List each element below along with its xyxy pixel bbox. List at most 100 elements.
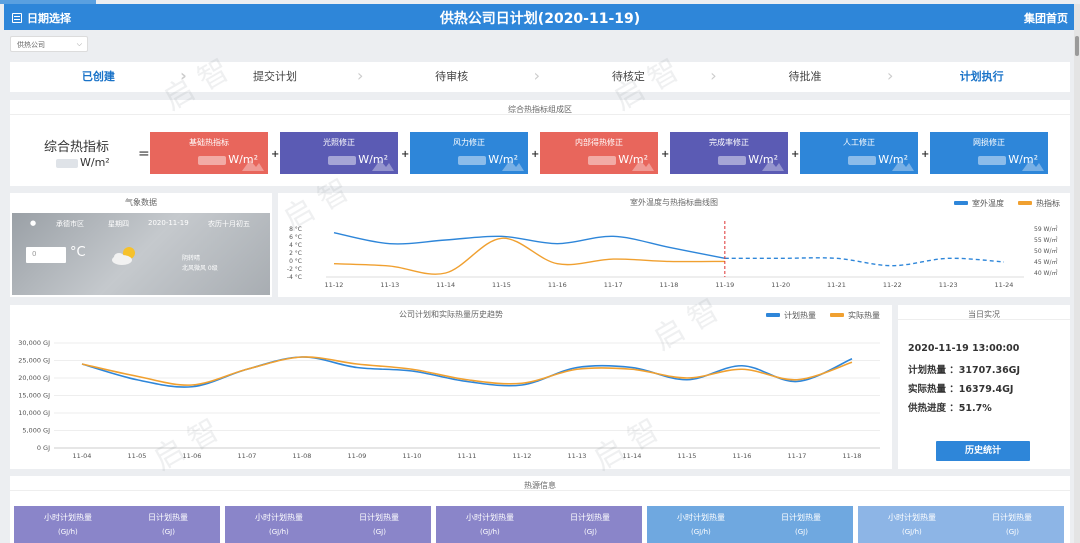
step-label: 待批准 xyxy=(788,70,822,83)
unit-label: W/m² xyxy=(80,156,110,169)
panel-title: 当日实况 xyxy=(968,310,1000,319)
step-execute[interactable]: 计划执行 xyxy=(893,62,1070,92)
x-tick-label: 11-06 xyxy=(183,452,202,460)
heat-source-card[interactable]: 小时计划热量 日计划热量 (GJ/h) (GJ) xyxy=(14,506,220,543)
decoration-icon xyxy=(632,160,654,171)
heat-source-a: 小时计划热量 xyxy=(44,513,92,522)
step-label: 待审核 xyxy=(435,70,469,83)
equals-sign: = xyxy=(138,146,150,162)
chevron-right-icon: › xyxy=(710,66,717,85)
y-left-tick-label: 6 °C xyxy=(289,234,302,241)
heat-source-b: 日计划热量 xyxy=(781,513,821,522)
heat-source-b: 日计划热量 xyxy=(992,513,1032,522)
temp-legend-label[interactable]: 热指标 xyxy=(1036,198,1060,208)
heat-source-b: 日计划热量 xyxy=(148,513,188,522)
index-card-value: W/m² xyxy=(588,153,648,166)
unit-label: W/m² xyxy=(358,153,388,166)
heat-source-u1: (GJ/h) xyxy=(691,528,711,536)
page-title: 供热公司日计划(2020-11-19) xyxy=(439,11,641,27)
y-left-tick-label: 0 °C xyxy=(289,258,302,265)
x-tick-label: 11-23 xyxy=(939,281,958,289)
decoration-icon xyxy=(372,160,394,171)
step-label: 已创建 xyxy=(81,70,115,83)
step-pending-verify[interactable]: 待核定 › xyxy=(540,62,717,92)
index-card-title: 风力修正 xyxy=(453,138,485,147)
index-card: 风力修正 W/m² xyxy=(410,132,528,174)
temp-legend-swatch xyxy=(954,201,968,205)
date-select-button[interactable]: 日期选择 xyxy=(12,10,71,26)
index-card: 完成率修正 W/m² xyxy=(670,132,788,174)
x-tick-label: 11-05 xyxy=(128,452,147,460)
x-tick-label: 11-16 xyxy=(548,281,567,289)
temperature-chart-panel: 室外温度与热指标曲线图 8 °C 6 °C 4 °C 2 °C 0 °C -2 °C -4 … xyxy=(278,193,1070,297)
location-pin-icon: ● xyxy=(30,219,37,227)
step-created[interactable]: 已创建 › xyxy=(10,62,187,92)
heat-source-b: 日计划热量 xyxy=(570,513,610,522)
hist-legend-label[interactable]: 实际热量 xyxy=(848,310,880,320)
heat-source-u1: (GJ/h) xyxy=(480,528,500,536)
step-label: 提交计划 xyxy=(253,70,297,83)
x-tick-label: 11-24 xyxy=(995,281,1014,289)
temperature-chart: 8 °C6 °C4 °C2 °C0 °C-2 °C-4 °C 59 W/㎡ 55 W… xyxy=(287,198,1060,289)
history-stats-button[interactable]: 历史统计 xyxy=(936,441,1030,461)
index-card-value: W/m² xyxy=(848,153,908,166)
index-card-title: 基础热指标 xyxy=(189,138,229,147)
plus-sign: + xyxy=(531,149,540,160)
x-tick-label: 11-21 xyxy=(827,281,846,289)
step-pending-review[interactable]: 待审核 › xyxy=(363,62,540,92)
today-panel: 当日实况 2020-11-19 13:00:00 计划热量 ：31707.36G… xyxy=(898,305,1070,469)
heat-source-b: 日计划热量 xyxy=(359,513,399,522)
x-tick-label: 11-08 xyxy=(293,452,312,460)
composite-index-label: 综合热指标 xyxy=(44,140,110,155)
today-time: 2020-11-19 13:00:00 xyxy=(908,343,1020,354)
heat-source-u2: (GJ) xyxy=(373,528,386,536)
heat-source-card[interactable]: 小时计划热量 日计划热量 (GJ/h) (GJ) xyxy=(225,506,431,543)
index-card: 内部得热修正 W/m² xyxy=(540,132,658,174)
x-tick-label: 11-18 xyxy=(843,452,862,460)
heat-source-card[interactable]: 小时计划热量 日计划热量 (GJ/h) (GJ) xyxy=(858,506,1064,543)
unit-label: W/m² xyxy=(1008,153,1038,166)
company-select[interactable]: 供热公司 ⌵ xyxy=(10,36,88,52)
history-chart-panel: 公司计划和实际热量历史趋势 30,000 GJ 25,000 GJ 20,000 G… xyxy=(10,305,892,469)
y-tick-label: 25,000 GJ xyxy=(18,357,50,365)
plus-sign: + xyxy=(271,149,280,160)
temp-legend-swatch xyxy=(1018,201,1032,205)
group-home-link[interactable]: 集团首页 xyxy=(1024,12,1068,25)
x-tick-label: 11-14 xyxy=(436,281,455,289)
weather-condition: 阴转晴 xyxy=(182,255,201,262)
unit-label: W/m² xyxy=(748,153,778,166)
y-right-tick-label: 45 W/㎡ xyxy=(1034,258,1058,266)
x-tick-label: 11-20 xyxy=(771,281,790,289)
y-left-tick-label: 4 °C xyxy=(289,242,302,249)
heat-source-u1: (GJ/h) xyxy=(902,528,922,536)
index-card-title: 光照修正 xyxy=(323,138,355,147)
scrollbar[interactable] xyxy=(1074,4,1080,543)
heat-source-card[interactable]: 小时计划热量 日计划热量 (GJ/h) (GJ) xyxy=(436,506,642,543)
heat-source-u2: (GJ) xyxy=(795,528,808,536)
step-submit-plan[interactable]: 提交计划 › xyxy=(187,62,363,92)
index-card-value: W/m² xyxy=(718,153,778,166)
hist-legend-swatch xyxy=(766,313,780,317)
weather-lunar: 农历十月初五 xyxy=(208,220,250,228)
unit-label: W/m² xyxy=(228,153,258,166)
temperature-input[interactable]: 0 xyxy=(26,247,66,263)
y-left-tick-label: 2 °C xyxy=(289,250,302,257)
heat-source-u1: (GJ/h) xyxy=(58,528,78,536)
y-left-tick-label: -4 °C xyxy=(287,274,302,281)
hist-legend-label[interactable]: 计划热量 xyxy=(784,310,816,320)
date-select-label: 日期选择 xyxy=(27,12,71,25)
weather-box: ● 承德市区 星期四 2020-11-19 农历十月初五 0 °C 阴转晴 北风… xyxy=(12,213,270,295)
x-tick-label: 11-10 xyxy=(403,452,422,460)
index-card-title: 内部得热修正 xyxy=(575,138,623,147)
calendar-icon xyxy=(12,13,22,23)
y-right-tick-label: 50 W/㎡ xyxy=(1034,247,1058,255)
x-tick-label: 11-12 xyxy=(513,452,532,460)
scrollbar-thumb[interactable] xyxy=(1075,36,1079,56)
temp-legend-label[interactable]: 室外温度 xyxy=(972,198,1004,208)
plus-sign: + xyxy=(791,149,800,160)
decoration-icon xyxy=(502,160,524,171)
step-pending-approve[interactable]: 待批准 › xyxy=(717,62,894,92)
x-tick-label: 11-15 xyxy=(492,281,511,289)
heat-source-card[interactable]: 小时计划热量 日计划热量 (GJ/h) (GJ) xyxy=(647,506,853,543)
partly-cloudy-icon xyxy=(112,247,135,265)
